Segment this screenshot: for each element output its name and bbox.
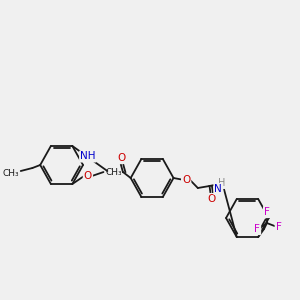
Text: F: F (264, 207, 270, 217)
Text: O: O (118, 153, 126, 163)
Text: N: N (214, 184, 222, 194)
Text: CH₃: CH₃ (105, 168, 122, 177)
Text: O: O (182, 175, 190, 185)
Text: O: O (84, 171, 92, 181)
Text: NH: NH (80, 152, 96, 161)
Text: O: O (207, 194, 216, 204)
Text: CH₃: CH₃ (2, 169, 19, 178)
Text: F: F (254, 224, 260, 234)
Text: H: H (218, 178, 226, 188)
Text: F: F (276, 222, 281, 232)
